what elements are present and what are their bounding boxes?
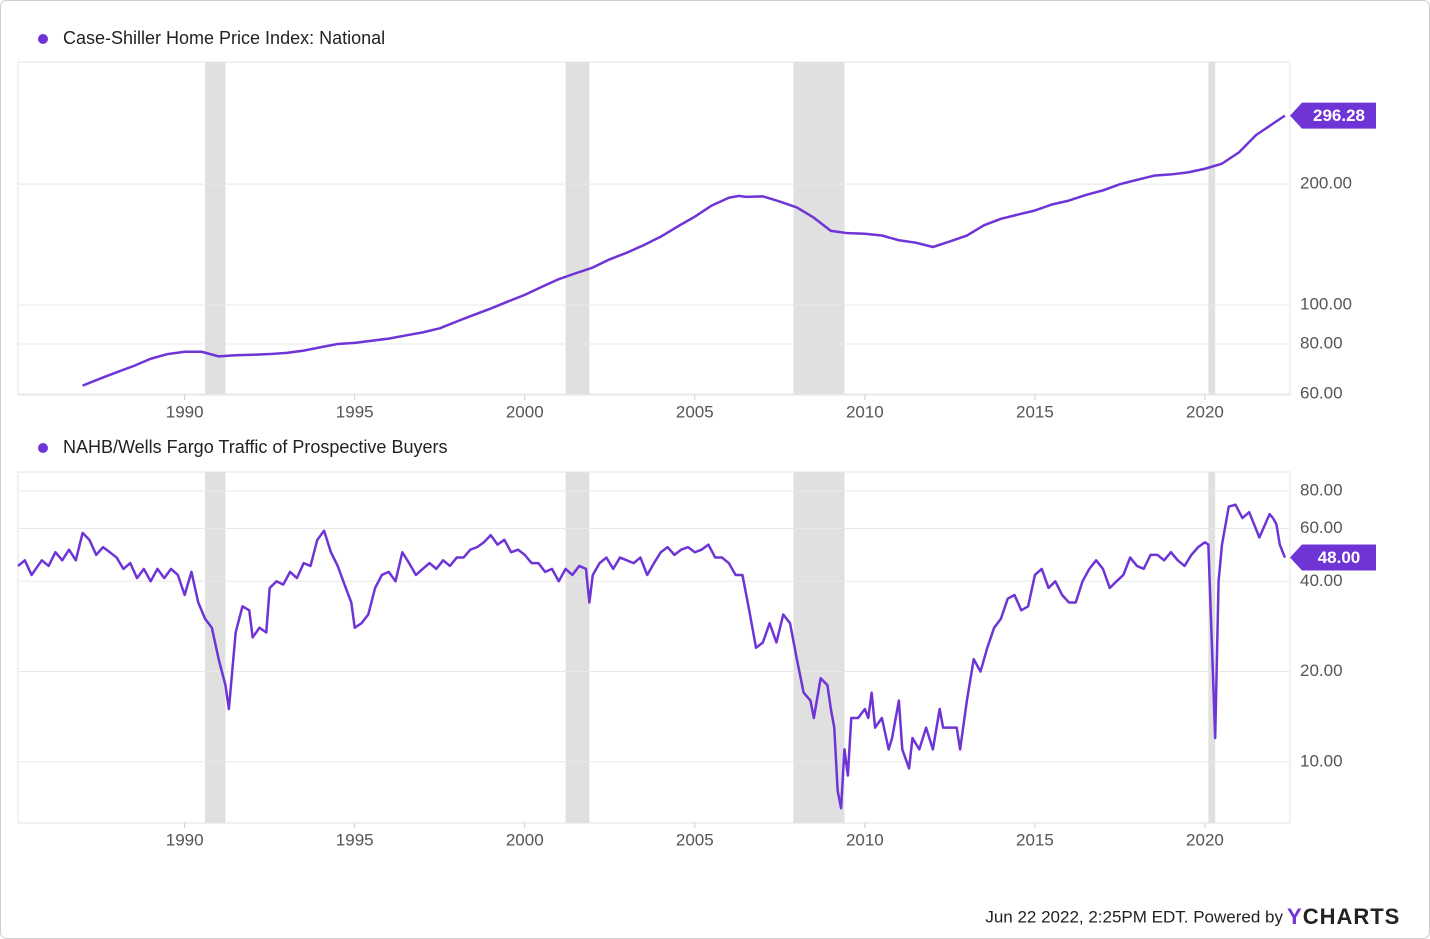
x-tick-label: 2005: [676, 830, 714, 849]
y-tick-label: 80.00: [1300, 481, 1343, 500]
brand[interactable]: YCHARTS: [1287, 904, 1400, 929]
timestamp: Jun 22 2022, 2:25PM EDT. Powered by: [985, 907, 1283, 926]
plot-frame: [17, 61, 1291, 396]
recession-band: [1208, 62, 1216, 395]
value-tag: [1290, 102, 1376, 129]
recession-band: [565, 472, 590, 823]
x-tick-label: 2015: [1016, 402, 1054, 421]
y-tick-label: 200.00: [1300, 174, 1352, 193]
y-tick-label: 40.00: [1300, 571, 1343, 590]
x-tick-label: 2010: [846, 402, 884, 421]
y-tick-label: 80.00: [1300, 333, 1343, 352]
legend-marker: [38, 34, 48, 44]
brand-rest: CHARTS: [1303, 904, 1401, 929]
x-tick-label: 1990: [166, 830, 204, 849]
brand-accent: Y: [1287, 904, 1303, 929]
value-tag-label: 296.28: [1313, 106, 1365, 125]
y-tick-label: 10.00: [1300, 751, 1343, 770]
x-tick-label: 2005: [676, 402, 714, 421]
y-tick-label: 60.00: [1300, 384, 1343, 403]
data-line: [82, 114, 1286, 387]
x-tick-label: 1990: [166, 402, 204, 421]
x-tick-label: 2020: [1186, 830, 1224, 849]
recession-band: [793, 62, 845, 395]
legend-marker: [38, 443, 48, 453]
x-tick-label: 1995: [336, 830, 374, 849]
legend-label: NAHB/Wells Fargo Traffic of Prospective …: [63, 437, 447, 457]
x-tick-label: 2000: [506, 402, 544, 421]
y-tick-label: 20.00: [1300, 661, 1343, 680]
x-tick-label: 2015: [1016, 830, 1054, 849]
x-tick-label: 1995: [336, 402, 374, 421]
y-tick-label: 60.00: [1300, 518, 1343, 537]
recession-band: [565, 62, 590, 395]
recession-band: [205, 62, 226, 395]
x-tick-label: 2010: [846, 830, 884, 849]
x-tick-label: 2000: [506, 830, 544, 849]
x-tick-label: 2020: [1186, 402, 1224, 421]
y-tick-label: 100.00: [1300, 295, 1352, 314]
legend-label: Case-Shiller Home Price Index: National: [63, 28, 385, 48]
value-tag: [1290, 544, 1376, 571]
plot-frame: [17, 471, 1291, 824]
data-line: [17, 503, 1287, 810]
value-tag-label: 48.00: [1318, 548, 1361, 567]
